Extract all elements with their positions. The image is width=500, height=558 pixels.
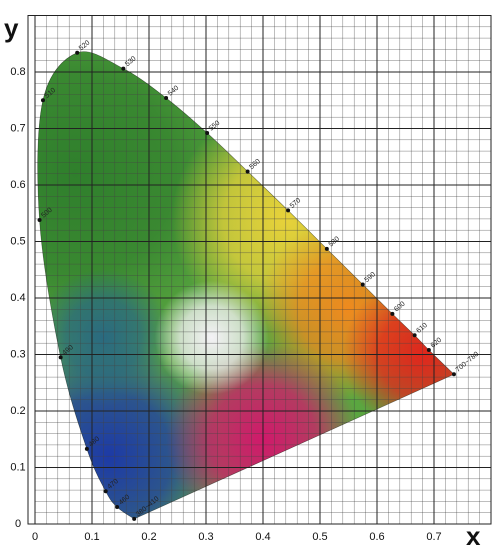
y-tick-label: 0.7 xyxy=(10,122,25,134)
y-tick-label: 0.3 xyxy=(10,348,25,360)
x-tick-label: 0.5 xyxy=(312,531,327,543)
point-label: 580 xyxy=(328,235,342,248)
locus-point xyxy=(58,355,63,360)
locus-point xyxy=(286,208,291,213)
locus-point xyxy=(84,446,89,451)
locus-point xyxy=(75,50,80,55)
locus-point xyxy=(245,169,250,174)
locus-point xyxy=(103,489,108,494)
x-tick-label: 0.2 xyxy=(141,531,156,543)
point-label: 540 xyxy=(167,85,181,98)
plot-frame xyxy=(27,15,492,525)
locus-point xyxy=(451,372,456,377)
y-tick-label: 0.4 xyxy=(10,292,25,304)
y-tick-label: 0.5 xyxy=(10,235,25,247)
y-tick-label: 0.6 xyxy=(10,179,25,191)
point-label: 620 xyxy=(430,337,444,350)
x-tick-label: 0 xyxy=(32,531,38,543)
locus-point xyxy=(390,311,395,316)
x-axis-label: x xyxy=(466,521,481,551)
locus-point xyxy=(426,347,431,352)
x-tick-label: 0.4 xyxy=(255,531,270,543)
locus-point xyxy=(37,218,42,223)
point-label: 520 xyxy=(78,39,92,52)
y-tick-label: 0.2 xyxy=(10,405,25,417)
point-label: 550 xyxy=(208,120,222,133)
y-tick-label: 0.8 xyxy=(10,66,25,78)
x-tick-label: 0.3 xyxy=(198,531,213,543)
locus-point xyxy=(40,98,45,103)
x-tick-label: 0.6 xyxy=(369,531,384,543)
locus-point xyxy=(205,131,210,136)
y-tick-label: 0 xyxy=(15,518,21,530)
x-tick-label: 0.7 xyxy=(426,531,441,543)
point-label: 560 xyxy=(248,158,262,171)
locus-point xyxy=(360,282,365,287)
point-label: 570 xyxy=(289,197,303,210)
locus-point xyxy=(324,246,329,251)
x-tick-label: 0.1 xyxy=(84,531,99,543)
y-tick-label: 0.1 xyxy=(10,461,25,473)
grid xyxy=(27,15,492,525)
point-label: 610 xyxy=(415,322,429,335)
locus-point xyxy=(132,516,137,521)
locus-point xyxy=(115,505,120,510)
y-axis-label: y xyxy=(4,13,19,43)
locus-point xyxy=(164,95,169,100)
point-label: 600 xyxy=(393,300,407,313)
locus-point xyxy=(121,66,126,71)
locus-point xyxy=(412,333,417,338)
